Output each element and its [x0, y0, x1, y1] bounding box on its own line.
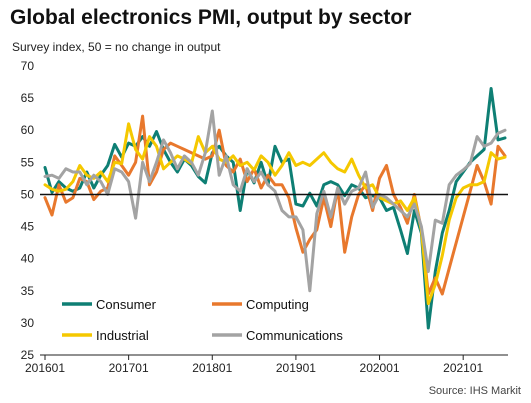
- y-tick-label: 30: [21, 316, 35, 330]
- chart-subtitle: Survey index, 50 = no change in output: [12, 40, 221, 54]
- x-tick-label: 201701: [109, 361, 149, 375]
- legend-label-consumer: Consumer: [96, 297, 157, 312]
- series-line-communications: [43, 109, 507, 293]
- y-tick-label: 60: [21, 123, 35, 137]
- series-line-industrial: [43, 122, 507, 306]
- chart-title: Global electronics PMI, output by sector: [10, 6, 412, 29]
- chart-source: Source: IHS Markit: [428, 385, 521, 397]
- x-tick-label: 201601: [25, 361, 65, 375]
- legend-label-computing: Computing: [246, 297, 309, 312]
- y-tick-label: 45: [21, 220, 35, 234]
- legend-label-communications: Communications: [246, 328, 343, 343]
- y-tick-label: 40: [21, 252, 35, 266]
- x-tick-label: 201901: [276, 361, 316, 375]
- x-tick-label: 202001: [360, 361, 400, 375]
- y-tick-label: 55: [21, 155, 35, 169]
- series-line-consumer: [43, 87, 507, 330]
- x-tick-label: 202101: [443, 361, 483, 375]
- y-tick-label: 65: [21, 91, 35, 105]
- y-tick-label: 35: [21, 284, 35, 298]
- legend-label-industrial: Industrial: [96, 328, 149, 343]
- y-tick-label: 50: [21, 187, 35, 201]
- y-tick-label: 25: [21, 348, 35, 362]
- y-tick-label: 70: [21, 59, 35, 73]
- x-tick-label: 201801: [192, 361, 232, 375]
